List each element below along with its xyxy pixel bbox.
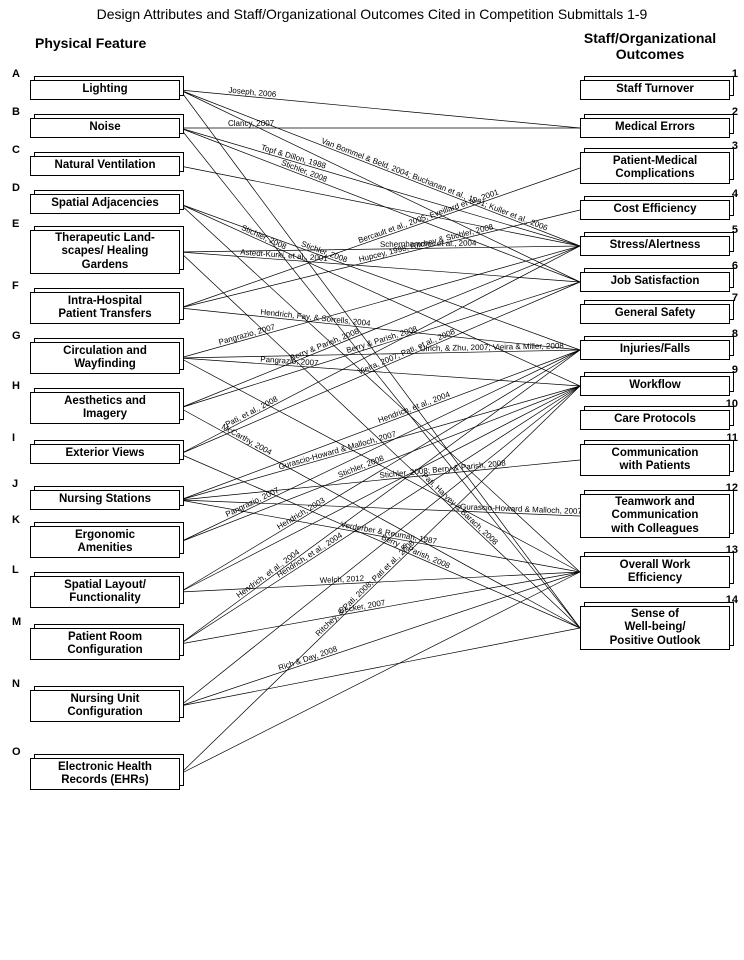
node-tag: 14 — [726, 594, 738, 606]
svg-text:Verderber & Reuman, 1987: Verderber & Reuman, 1987 — [340, 520, 438, 546]
svg-text:Ulrich, & Zhu, 2007; Vieira &: Ulrich, & Zhu, 2007; Vieira & Miller, 20… — [420, 341, 565, 353]
outcome-box: Sense ofWell-being/Positive Outlook — [580, 606, 730, 650]
physical-feature-box: Intra-HospitalPatient Transfers — [30, 292, 180, 324]
physical-feature-box: ErgonomicAmenities — [30, 526, 180, 558]
outcome-box: Workflow — [580, 376, 730, 396]
node-tag: 1 — [732, 68, 738, 80]
svg-text:Berry & Parish, 2008: Berry & Parish, 2008 — [380, 533, 452, 571]
svg-text:Pangrazio, 2007: Pangrazio, 2007 — [218, 322, 277, 347]
node-tag: 5 — [732, 224, 738, 236]
physical-feature-box: Spatial Layout/Functionality — [30, 576, 180, 608]
node-tag: 3 — [732, 140, 738, 152]
node-tag: 6 — [732, 260, 738, 272]
physical-feature-box: Natural Ventilation — [30, 156, 180, 176]
physical-feature-box: Nursing Stations — [30, 490, 180, 510]
svg-text:Hendrich, 2003: Hendrich, 2003 — [275, 495, 327, 531]
svg-text:Gurascio-Howard & Malloch, 200: Gurascio-Howard & Malloch, 2007 — [460, 502, 583, 516]
svg-text:Hendrich, et al., 2004: Hendrich, et al., 2004 — [235, 547, 302, 600]
svg-text:Hendrich, Fay, & Sorrells, 200: Hendrich, Fay, & Sorrells, 2004 — [260, 307, 371, 328]
svg-text:Stichler, 2008: Stichler, 2008 — [300, 239, 349, 264]
physical-feature-box: Spatial Adjacencies — [30, 194, 180, 214]
node-tag: 2 — [732, 106, 738, 118]
outcome-box: Stress/Alertness — [580, 236, 730, 256]
svg-text:Pati, Harvey & Barach, 2008: Pati, Harvey & Barach, 2008 — [420, 471, 500, 547]
outcome-box: General Safety — [580, 304, 730, 324]
node-tag: M — [12, 616, 21, 628]
outcome-box: Job Satisfaction — [580, 272, 730, 292]
node-tag: E — [12, 218, 19, 230]
node-tag: K — [12, 514, 20, 526]
node-tag: N — [12, 678, 20, 690]
svg-text:Topf & Dillon, 1988: Topf & Dillon, 1988 — [260, 143, 327, 171]
svg-text:Van Bommel & Beld, 2004; Bucha: Van Bommel & Beld, 2004; Buchanan et al.… — [320, 136, 549, 233]
node-tag: G — [12, 330, 21, 342]
node-tag: B — [12, 106, 20, 118]
node-tag: C — [12, 144, 20, 156]
svg-text:Hendrich, et al., 2004: Hendrich, et al., 2004 — [275, 530, 344, 579]
physical-feature-box: Nursing UnitConfiguration — [30, 690, 180, 722]
node-tag: I — [12, 432, 15, 444]
svg-text:Pangrazio, 2007: Pangrazio, 2007 — [224, 485, 281, 519]
svg-text:Stichler, 2008: Stichler, 2008 — [337, 453, 386, 479]
svg-text:Stichler, 2008: Stichler, 2008 — [280, 158, 329, 184]
node-tag: 4 — [732, 188, 738, 200]
physical-feature-box: Noise — [30, 118, 180, 138]
outcome-box: Injuries/Falls — [580, 340, 730, 360]
svg-text:Stichler, 2008; Berry & Parish: Stichler, 2008; Berry & Parish, 2008 — [379, 458, 507, 480]
node-tag: D — [12, 182, 20, 194]
svg-text:Gurascio-Howard & Malloch, 200: Gurascio-Howard & Malloch, 2007 — [278, 429, 398, 471]
physical-feature-box: Therapeutic Land-scapes/ HealingGardens — [30, 230, 180, 274]
node-tag: 10 — [726, 398, 738, 410]
outcome-box: Patient-MedicalComplications — [580, 152, 730, 184]
node-tag: L — [12, 564, 19, 576]
svg-text:McCarthy, 2004: McCarthy, 2004 — [220, 422, 274, 457]
node-tag: 9 — [732, 364, 738, 376]
outcome-box: Care Protocols — [580, 410, 730, 430]
right-column-header: Staff/Organizational Outcomes — [580, 30, 720, 62]
svg-text:Berry & Parish, 2008: Berry & Parish, 2008 — [289, 326, 361, 362]
outcome-box: Teamwork andCommunicationwith Colleagues — [580, 494, 730, 538]
node-tag: 8 — [732, 328, 738, 340]
svg-text:Berry & Parish, 2008: Berry & Parish, 2008 — [345, 324, 419, 355]
outcome-box: Communicationwith Patients — [580, 444, 730, 476]
svg-text:Astedt-Kurki, et al., 2001: Astedt-Kurki, et al., 2001 — [240, 248, 329, 264]
svg-text:Joseph, 2006: Joseph, 2006 — [228, 86, 277, 100]
svg-text:Clancy, 2007: Clancy, 2007 — [228, 119, 275, 128]
node-tag: F — [12, 280, 19, 292]
left-column-header: Physical Feature — [35, 35, 146, 51]
page-title: Design Attributes and Staff/Organization… — [0, 6, 744, 22]
physical-feature-box: Electronic HealthRecords (EHRs) — [30, 758, 180, 790]
physical-feature-box: Lighting — [30, 80, 180, 100]
physical-feature-box: Patient RoomConfiguration — [30, 628, 180, 660]
connection-lines: Van Bommel & Beld, 2004; Buchanan et al.… — [0, 0, 744, 960]
node-tag: 12 — [726, 482, 738, 494]
node-tag: 7 — [732, 292, 738, 304]
svg-text:Welch, 2012: Welch, 2012 — [320, 574, 365, 585]
node-tag: 11 — [726, 432, 738, 444]
node-tag: A — [12, 68, 20, 80]
node-tag: H — [12, 380, 20, 392]
outcome-box: Medical Errors — [580, 118, 730, 138]
physical-feature-box: Exterior Views — [30, 444, 180, 464]
svg-text:Ritchey, & Pati, 2008; Pati et: Ritchey, & Pati, 2008; Pati et al., 2008 — [314, 538, 417, 638]
svg-text:Rich & Day, 2008: Rich & Day, 2008 — [277, 644, 339, 672]
svg-text:Stichler, 2008: Stichler, 2008 — [240, 223, 288, 251]
physical-feature-box: Circulation andWayfinding — [30, 342, 180, 374]
svg-text:Bercault et al., 2005; Eveilla: Bercault et al., 2005; Eveillard et al.,… — [357, 187, 500, 245]
svg-text:Pangrazio, 2007: Pangrazio, 2007 — [260, 355, 319, 368]
svg-text:Hendrich, et al., 2004: Hendrich, et al., 2004 — [377, 390, 452, 425]
svg-text:Becker, 2007: Becker, 2007 — [338, 598, 386, 615]
node-tag: J — [12, 478, 18, 490]
outcome-box: Overall WorkEfficiency — [580, 556, 730, 588]
svg-text:Schernhammer et al., 2004: Schernhammer et al., 2004 — [380, 239, 477, 249]
outcome-box: Staff Turnover — [580, 80, 730, 100]
svg-text:Pati, et al., 2008: Pati, et al., 2008 — [224, 394, 280, 429]
svg-text:Vieira, 2007; Pati, et al., 20: Vieira, 2007; Pati, et al., 2008 — [356, 327, 456, 377]
outcome-box: Cost Efficiency — [580, 200, 730, 220]
svg-text:Hupcey, 1998; Ritchey & Stichl: Hupcey, 1998; Ritchey & Stichler, 2008 — [358, 222, 495, 264]
physical-feature-box: Aesthetics andImagery — [30, 392, 180, 424]
node-tag: 13 — [726, 544, 738, 556]
node-tag: O — [12, 746, 21, 758]
